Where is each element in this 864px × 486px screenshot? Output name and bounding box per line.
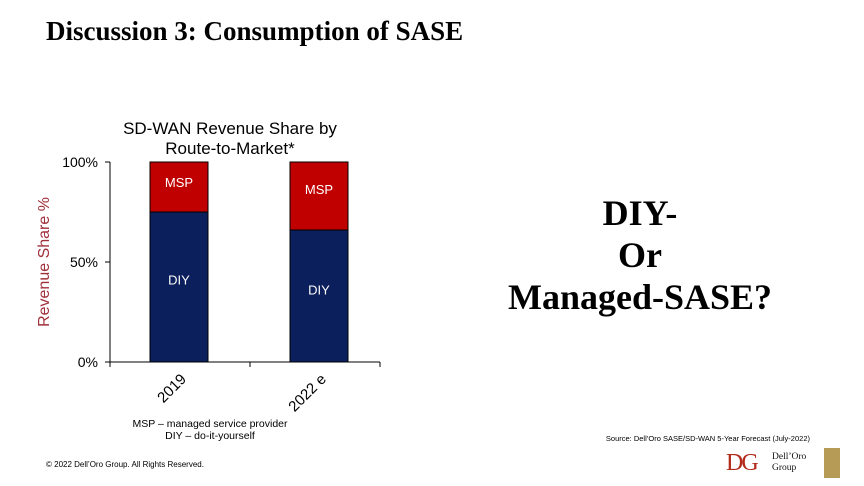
abbreviation-msp: MSP – managed service provider [132, 418, 288, 430]
source-note: Source: Dell’Oro SASE/SD-WAN 5-Year Fore… [605, 434, 810, 443]
bar-label-diy-0: DIY [168, 273, 190, 288]
logo-gold-box [824, 448, 840, 478]
y-tick-label: 0% [78, 354, 98, 370]
y-axis-label: Revenue Share % [36, 197, 53, 327]
bar-msp-1 [289, 161, 349, 231]
x-tick-label: 2022 e [285, 371, 329, 415]
question-line-3: Managed-SASE? [507, 277, 773, 317]
delloro-logo: DG Dell’Oro Group [722, 448, 840, 480]
question-line-2: Or [618, 235, 662, 275]
logo-line-2: Group [772, 463, 797, 473]
bar-msp-0 [149, 161, 209, 213]
slide-title: Discussion 3: Consumption of SASE [46, 16, 464, 46]
x-tick-label: 2019 [154, 371, 190, 407]
logo-mark: DG [726, 450, 759, 476]
chart-title-line-2: Route-to-Market* [165, 139, 295, 158]
chart-title-line-1: SD-WAN Revenue Share by [123, 119, 337, 138]
logo-line-1: Dell’Oro [772, 452, 807, 462]
y-tick-label: 100% [62, 154, 98, 170]
bar-label-msp-1: MSP [305, 182, 333, 197]
bar-label-msp-0: MSP [165, 175, 193, 190]
abbreviation-note: MSP – managed service provider DIY – do-… [110, 418, 310, 442]
abbreviation-diy: DIY – do-it-yourself [165, 430, 255, 442]
bar-diy-0 [149, 211, 209, 363]
copyright-notice: © 2022 Dell’Oro Group. All Rights Reserv… [46, 460, 204, 469]
bar-diy-1 [289, 229, 349, 363]
bar-label-diy-1: DIY [308, 282, 330, 297]
question-line-1: DIY- [602, 193, 678, 233]
y-tick-label: 50% [70, 254, 98, 270]
logo-text: Dell’Oro Group [772, 452, 806, 474]
diy-or-managed-question: DIY- Or Managed-SASE? [470, 192, 810, 318]
